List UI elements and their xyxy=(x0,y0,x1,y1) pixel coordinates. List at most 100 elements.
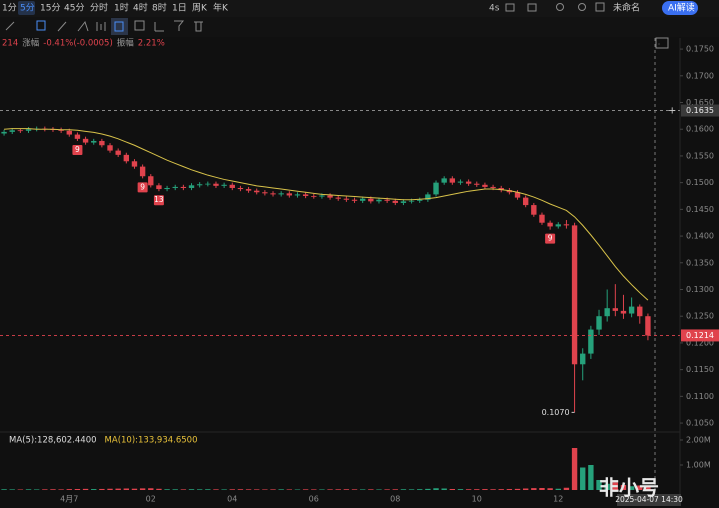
td-marker-bg xyxy=(545,233,556,244)
refresh-rate[interactable]: 4s xyxy=(489,4,500,14)
volume-bar xyxy=(9,489,15,490)
x-tick-label: 06 xyxy=(309,495,319,504)
volume-bar xyxy=(384,489,390,490)
moving-average xyxy=(4,128,649,301)
candle-body xyxy=(9,130,15,132)
icon[interactable] xyxy=(556,3,564,11)
icon[interactable] xyxy=(194,21,203,32)
candle-body xyxy=(25,129,32,131)
volume-bar xyxy=(596,480,602,490)
y-tick-label: 0.1450 xyxy=(686,205,714,214)
crosshair-plus: + xyxy=(668,106,676,117)
candle-body xyxy=(335,197,341,199)
volume-bar xyxy=(213,489,219,490)
icon[interactable] xyxy=(578,3,586,11)
candle-body xyxy=(311,196,317,197)
volume-bar xyxy=(368,489,374,490)
interval-button[interactable]: 分时 xyxy=(90,2,108,14)
icon[interactable] xyxy=(134,20,145,31)
candle-body xyxy=(604,308,610,317)
layout-name[interactable]: 未命名 xyxy=(613,2,640,14)
icon[interactable] xyxy=(77,20,89,32)
interval-button[interactable]: 5分 xyxy=(20,3,35,14)
icon[interactable] xyxy=(154,22,164,32)
volume-bar xyxy=(571,448,578,490)
y-tick-label: 0.1100 xyxy=(686,392,714,401)
interval-button[interactable]: 15分 xyxy=(40,3,60,14)
candle-body xyxy=(245,189,252,191)
candle-body xyxy=(319,195,325,197)
candle-body xyxy=(327,195,333,198)
top-toolbar xyxy=(0,0,719,17)
icon[interactable] xyxy=(36,20,46,31)
y-tick-label: 0.1300 xyxy=(686,285,714,294)
volume-bar xyxy=(457,489,464,490)
candle-body xyxy=(17,130,24,132)
interval-button[interactable]: 8时 xyxy=(152,2,167,14)
min-label: 0.1070 xyxy=(542,408,570,417)
ai-button-bg[interactable] xyxy=(662,1,698,15)
y-tick-label: 0.1700 xyxy=(686,71,714,80)
icon[interactable] xyxy=(505,3,515,12)
candle-body xyxy=(1,131,7,134)
candle-body xyxy=(148,176,154,186)
watermark: 非小号 xyxy=(599,476,659,500)
icon[interactable] xyxy=(527,3,537,12)
icon[interactable] xyxy=(174,20,185,31)
volume-bar xyxy=(302,489,309,490)
interval-button[interactable]: 1时 xyxy=(114,2,129,14)
icon-active[interactable] xyxy=(111,18,128,35)
candle-body xyxy=(82,138,89,143)
candle-body xyxy=(417,199,423,201)
ai-button[interactable]: AI解读 xyxy=(668,2,695,14)
interval-button[interactable]: 1日 xyxy=(172,3,187,14)
candle-body xyxy=(91,140,97,143)
volume-bar xyxy=(522,488,529,490)
volume-bar xyxy=(196,489,203,490)
volume-bar xyxy=(74,489,81,490)
icon[interactable] xyxy=(114,21,124,32)
volume-bar xyxy=(172,489,178,490)
interval-button[interactable]: 4时 xyxy=(133,2,148,14)
candle-body xyxy=(596,316,602,330)
icon[interactable] xyxy=(96,22,106,31)
volume-bar xyxy=(376,489,382,490)
volume-bar xyxy=(270,489,276,490)
candle-body xyxy=(188,185,195,188)
candle-body xyxy=(498,187,504,191)
icon[interactable] xyxy=(57,21,67,32)
interval-button[interactable]: 周K xyxy=(192,3,208,14)
candle-body xyxy=(376,199,382,202)
interval-button[interactable]: 1分 xyxy=(2,3,17,14)
td-marker: 9 xyxy=(548,234,553,243)
volume-bar xyxy=(555,488,561,490)
volume-bar xyxy=(123,488,130,490)
icon[interactable] xyxy=(595,2,605,12)
volume-bar xyxy=(205,489,211,490)
volume-bar xyxy=(188,489,195,490)
crosshair-time-bg xyxy=(617,494,681,506)
crosshair-time: 2025-04-07 14:30 xyxy=(615,495,683,504)
candle-body xyxy=(115,150,121,155)
interval-button[interactable]: 年K xyxy=(213,2,229,14)
volume-bar xyxy=(262,489,268,490)
icon[interactable] xyxy=(655,37,669,49)
td-marker: 9 xyxy=(140,182,145,191)
interval-button[interactable]: 45分 xyxy=(64,3,84,14)
x-tick-label: 04 xyxy=(227,495,237,504)
candle-body xyxy=(612,308,619,311)
candle-body xyxy=(196,184,203,186)
candle-body xyxy=(123,154,130,162)
candle-body xyxy=(368,198,374,202)
volume-bar xyxy=(17,489,24,490)
candle-body xyxy=(400,201,407,203)
info-text: 涨幅 xyxy=(22,38,40,49)
candle-body xyxy=(563,224,570,226)
icon[interactable] xyxy=(5,21,15,31)
volume-bar xyxy=(82,488,89,490)
candle-body xyxy=(637,306,643,317)
volume-bar xyxy=(392,489,398,490)
candle-body xyxy=(107,145,113,151)
volume-bar xyxy=(1,489,7,490)
